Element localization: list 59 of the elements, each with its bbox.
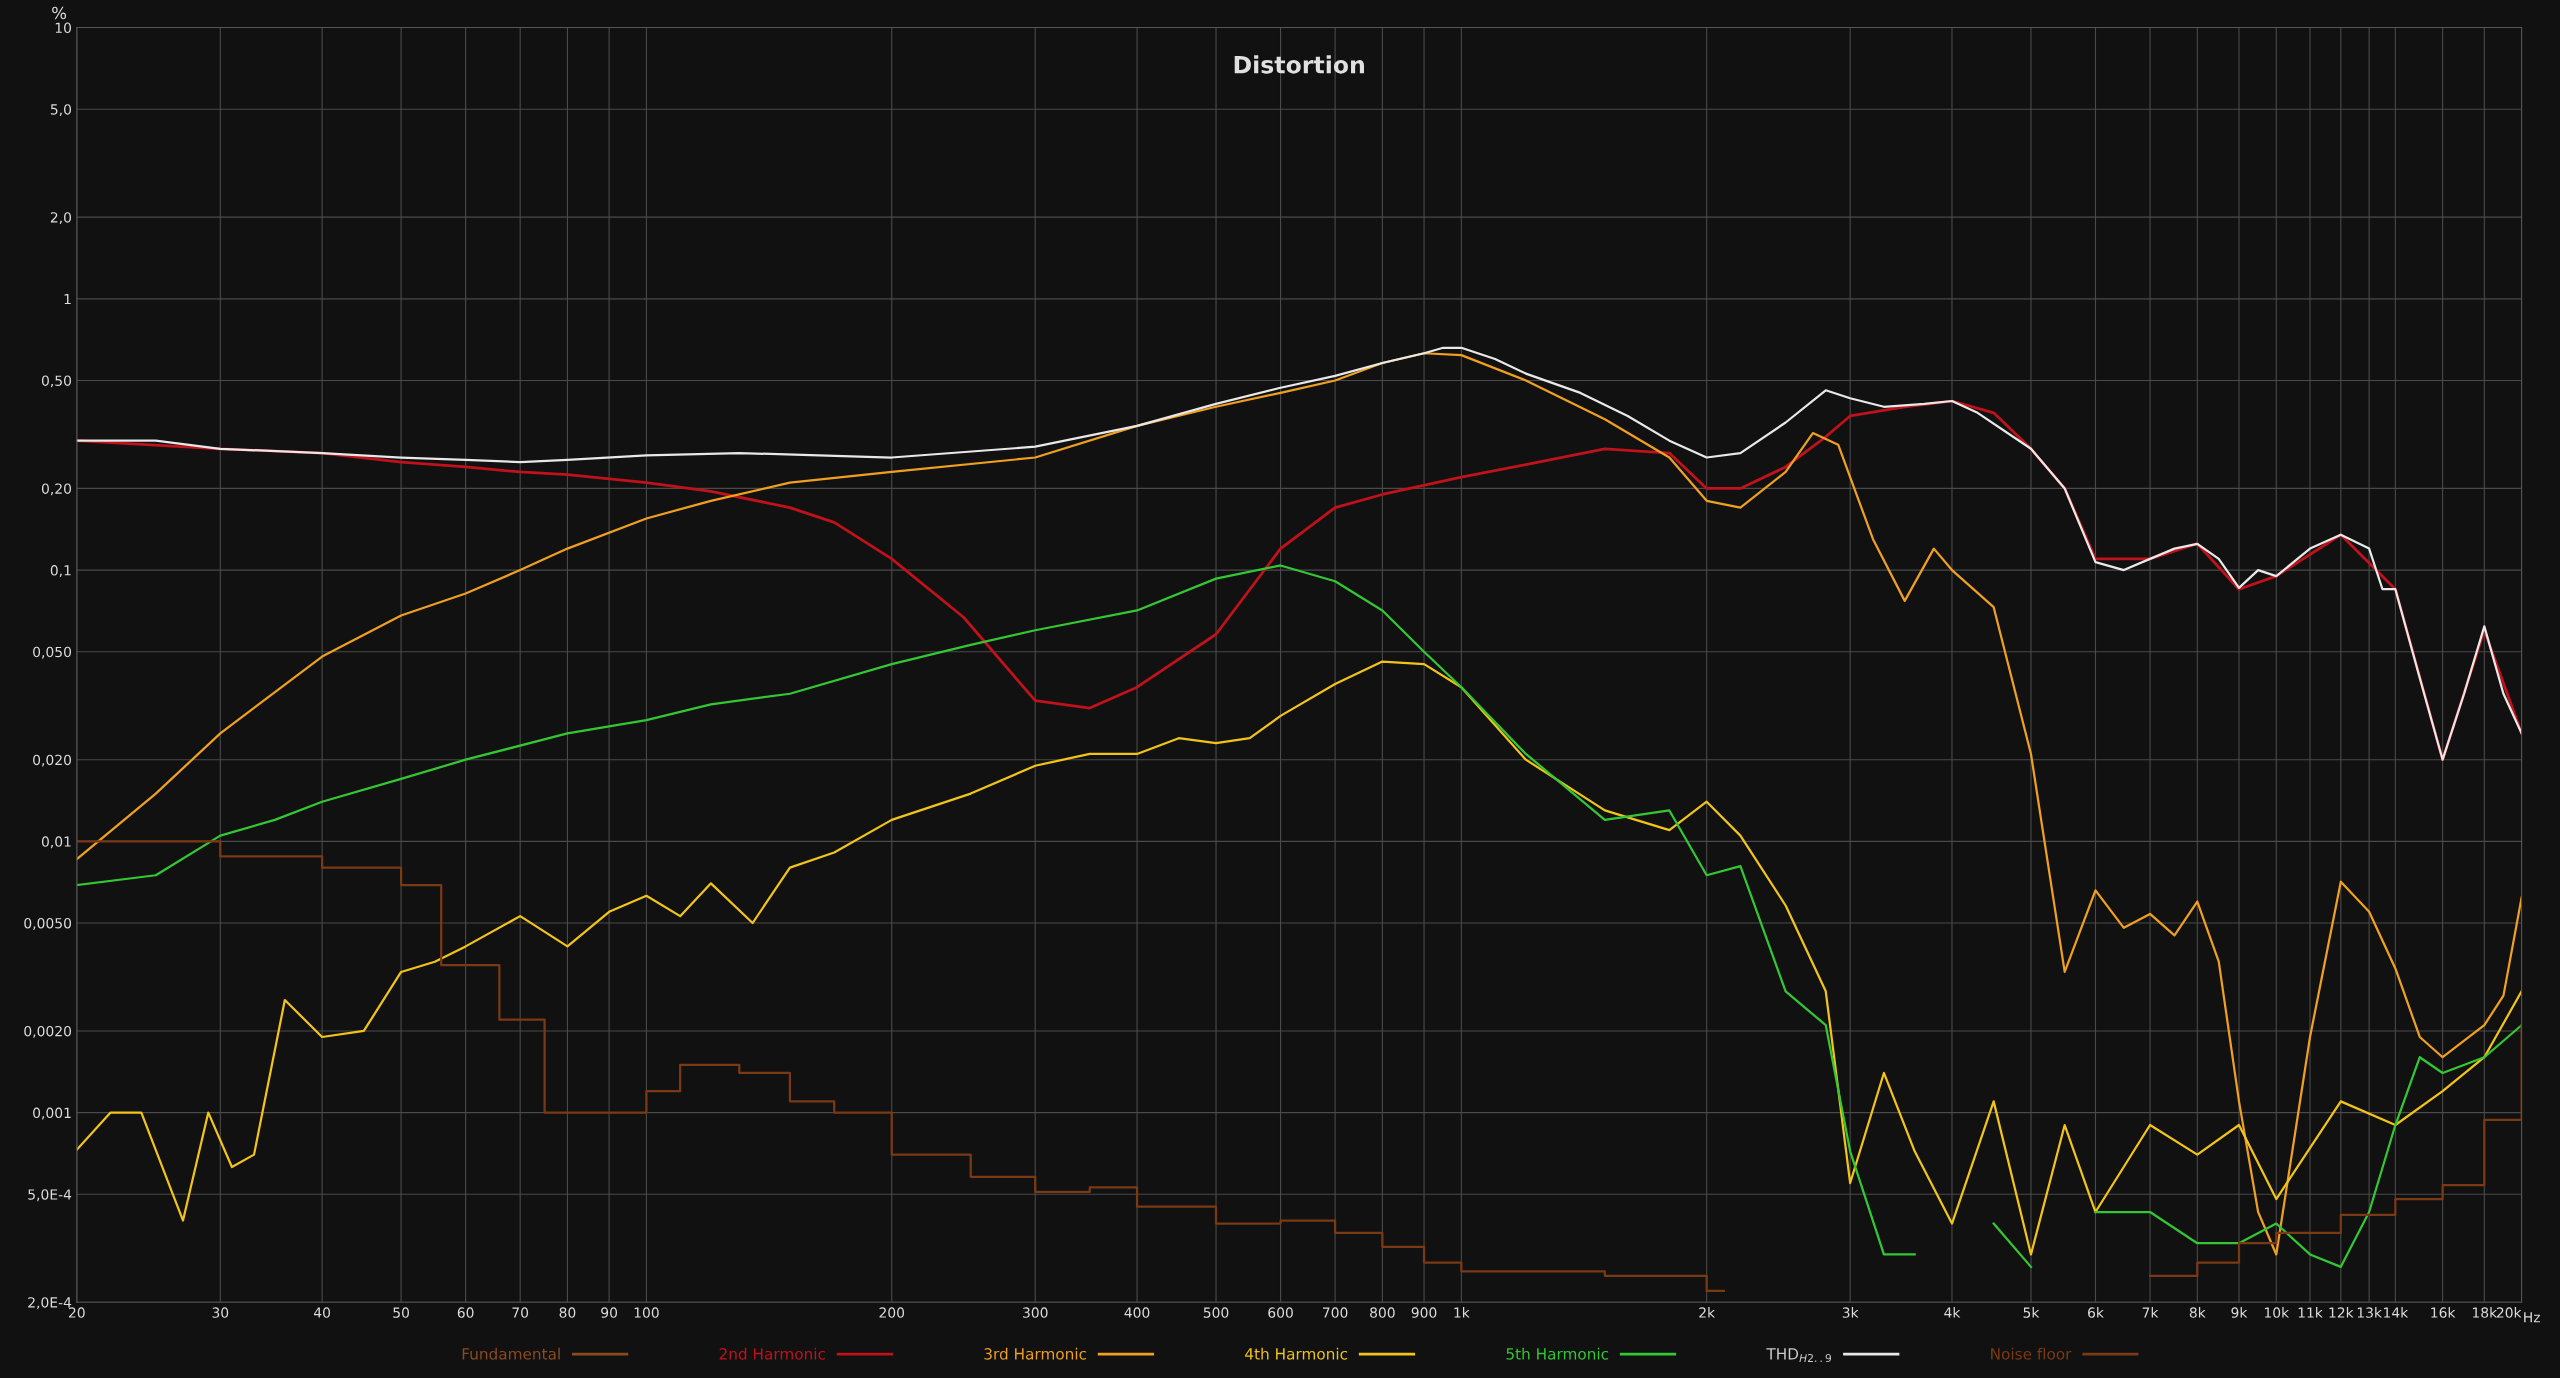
x-tick-label: 10k [2264,1307,2290,1318]
x-tick-label: 80 [559,1307,576,1318]
y-tick-label: 0,0050 [24,917,72,930]
x-axis-title: Hz [2524,1312,2540,1323]
x-tick-label: 8k [2189,1307,2206,1318]
x-tick-label: 6k [2088,1307,2104,1318]
y-tick-label: 5,0E-4 [28,1189,72,1202]
legend-label: THD$_{H2..9}$ [1766,1348,1832,1363]
x-tick-label: 40 [313,1307,331,1318]
x-tick-label: 90 [601,1307,618,1318]
x-tick-label: 1k [1454,1307,1470,1318]
x-tick-label: 20 [68,1307,85,1318]
y-tick-label: 0,50 [41,375,72,388]
y-tick-label: 10 [55,22,72,34]
y-tick-label: 1 [64,293,71,305]
x-tick-label: 800 [1370,1307,1395,1318]
x-tick-label: 70 [512,1307,529,1318]
x-tick-label: 700 [1323,1307,1348,1318]
x-tick-label: 100 [634,1307,659,1318]
y-axis-title: % [52,6,67,20]
x-tick-label: 18k [2472,1307,2498,1318]
x-tick-label: 16k [2431,1307,2456,1318]
x-tick-label: 30 [212,1307,229,1318]
x-tick-label: 13k [2357,1307,2382,1318]
y-tick-label: 0,20 [41,483,72,496]
legend-label: 4th Harmonic [1245,1347,1348,1360]
x-tick-label: 7k [2142,1307,2159,1318]
legend-label: 5th Harmonic [1506,1347,1609,1360]
x-tick-label: 4k [1944,1307,1961,1318]
x-tick-label: 11k [2298,1307,2323,1318]
x-tick-label: 20k [2496,1307,2522,1318]
x-tick-label: 2k [1699,1307,1716,1318]
y-tick-label: 5,0 [50,104,72,117]
y-tick-label: 2,0 [50,212,72,225]
y-tick-label: 2,0E-4 [28,1297,72,1310]
legend-label: 3rd Harmonic [984,1347,1087,1360]
legend-label: Fundamental [462,1347,560,1360]
x-tick-label: 12k [2329,1307,2354,1318]
y-tick-label: 0,1 [50,565,71,577]
x-tick-label: 60 [457,1307,474,1318]
legend-label: Noise floor [1991,1347,2072,1360]
y-tick-label: 0,020 [33,754,72,767]
x-tick-label: 5k [2023,1307,2040,1318]
x-tick-label: 50 [393,1307,410,1318]
x-tick-label: 14k [2384,1307,2409,1318]
x-tick-label: 500 [1203,1307,1229,1318]
y-tick-label: 0,001 [33,1107,71,1120]
text: Distortion [1234,55,1365,74]
x-tick-label: 400 [1124,1307,1150,1318]
x-tick-label: 3k [1842,1307,1859,1318]
x-tick-label: 900 [1411,1307,1437,1318]
x-tick-label: 200 [879,1307,905,1318]
legend-label: 2nd Harmonic [719,1347,825,1360]
y-tick-label: 0,050 [33,646,72,659]
x-tick-label: 600 [1268,1307,1293,1318]
y-tick-label: 0,01 [41,836,71,849]
x-tick-label: 300 [1023,1307,1048,1318]
y-tick-label: 0,0020 [24,1025,72,1038]
x-tick-label: 9k [2231,1307,2248,1318]
